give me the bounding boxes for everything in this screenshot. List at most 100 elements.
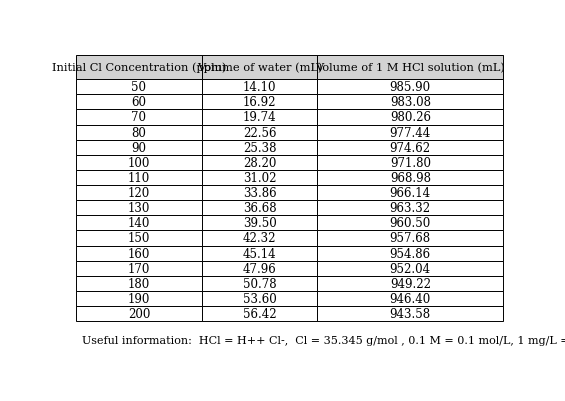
Text: 957.68: 957.68 [390, 232, 431, 245]
Bar [76, 276, 202, 291]
Text: 946.40: 946.40 [390, 292, 431, 305]
Bar [202, 110, 318, 125]
Text: 14.10: 14.10 [243, 81, 276, 94]
Text: Initial Cl Concentration (ppm): Initial Cl Concentration (ppm) [52, 63, 226, 73]
Bar [76, 246, 202, 261]
Bar [202, 246, 318, 261]
Bar [318, 95, 503, 110]
Text: 963.32: 963.32 [390, 202, 431, 215]
Bar [202, 261, 318, 276]
Text: 60: 60 [132, 96, 146, 109]
Text: 90: 90 [132, 142, 146, 154]
Bar [202, 156, 318, 170]
Bar [76, 216, 202, 231]
Text: 19.74: 19.74 [243, 111, 276, 124]
Bar [318, 156, 503, 170]
Text: 28.20: 28.20 [243, 156, 276, 170]
Bar [318, 80, 503, 95]
Bar [76, 306, 202, 321]
Bar [76, 110, 202, 125]
Text: 110: 110 [128, 172, 150, 184]
Bar [318, 231, 503, 246]
Bar [202, 200, 318, 216]
Text: 120: 120 [128, 186, 150, 200]
Text: 968.98: 968.98 [390, 172, 431, 184]
Text: 70: 70 [132, 111, 146, 124]
Text: 22.56: 22.56 [243, 126, 276, 139]
Bar [202, 95, 318, 110]
Text: 983.08: 983.08 [390, 96, 431, 109]
Text: 47.96: 47.96 [243, 262, 276, 275]
Text: Useful information:  HCl = H++ Cl-,  Cl = 35.345 g/mol , 0.1 M = 0.1 mol/L, 1 mg: Useful information: HCl = H++ Cl-, Cl = … [81, 335, 565, 345]
Bar [202, 56, 318, 80]
Text: 42.32: 42.32 [243, 232, 276, 245]
Bar [202, 170, 318, 186]
Bar [318, 246, 503, 261]
Bar [76, 200, 202, 216]
Bar [76, 95, 202, 110]
Text: 45.14: 45.14 [243, 247, 276, 260]
Text: 974.62: 974.62 [390, 142, 431, 154]
Text: 50.78: 50.78 [243, 277, 276, 290]
Text: 960.50: 960.50 [390, 217, 431, 230]
Text: 25.38: 25.38 [243, 142, 276, 154]
Bar [76, 261, 202, 276]
Text: 980.26: 980.26 [390, 111, 431, 124]
Text: 160: 160 [128, 247, 150, 260]
Bar [76, 291, 202, 306]
Bar [202, 276, 318, 291]
Bar [318, 56, 503, 80]
Text: 130: 130 [128, 202, 150, 215]
Bar [318, 186, 503, 200]
Text: 50: 50 [132, 81, 146, 94]
Bar [76, 80, 202, 95]
Text: 80: 80 [132, 126, 146, 139]
Text: 150: 150 [128, 232, 150, 245]
Text: 33.86: 33.86 [243, 186, 276, 200]
Bar [318, 261, 503, 276]
Text: Volume of 1 M HCl solution (mL): Volume of 1 M HCl solution (mL) [315, 63, 505, 73]
Text: 100: 100 [128, 156, 150, 170]
Bar [202, 80, 318, 95]
Bar [202, 291, 318, 306]
Text: 971.80: 971.80 [390, 156, 431, 170]
Bar [318, 276, 503, 291]
Text: 200: 200 [128, 307, 150, 320]
Bar [76, 170, 202, 186]
Bar [318, 200, 503, 216]
Text: 190: 190 [128, 292, 150, 305]
Text: 985.90: 985.90 [390, 81, 431, 94]
Bar [76, 231, 202, 246]
Text: 140: 140 [128, 217, 150, 230]
Text: 943.58: 943.58 [390, 307, 431, 320]
Bar [202, 306, 318, 321]
Text: 949.22: 949.22 [390, 277, 431, 290]
Bar [318, 110, 503, 125]
Bar [318, 170, 503, 186]
Text: 16.92: 16.92 [243, 96, 276, 109]
Bar [318, 306, 503, 321]
Text: Volume of water (mL): Volume of water (mL) [197, 63, 323, 73]
Bar [76, 56, 202, 80]
Bar [76, 186, 202, 200]
Text: 36.68: 36.68 [243, 202, 276, 215]
Bar [202, 216, 318, 231]
Bar [202, 231, 318, 246]
Text: 31.02: 31.02 [243, 172, 276, 184]
Text: 39.50: 39.50 [243, 217, 276, 230]
Text: 53.60: 53.60 [243, 292, 276, 305]
Bar [202, 186, 318, 200]
Bar [318, 216, 503, 231]
Bar [76, 125, 202, 140]
Text: 977.44: 977.44 [390, 126, 431, 139]
Bar [318, 140, 503, 156]
Bar [318, 291, 503, 306]
Bar [76, 140, 202, 156]
Bar [318, 125, 503, 140]
Text: 952.04: 952.04 [390, 262, 431, 275]
Bar [76, 156, 202, 170]
Text: 56.42: 56.42 [243, 307, 276, 320]
Bar [202, 125, 318, 140]
Text: 954.86: 954.86 [390, 247, 431, 260]
Text: 170: 170 [128, 262, 150, 275]
